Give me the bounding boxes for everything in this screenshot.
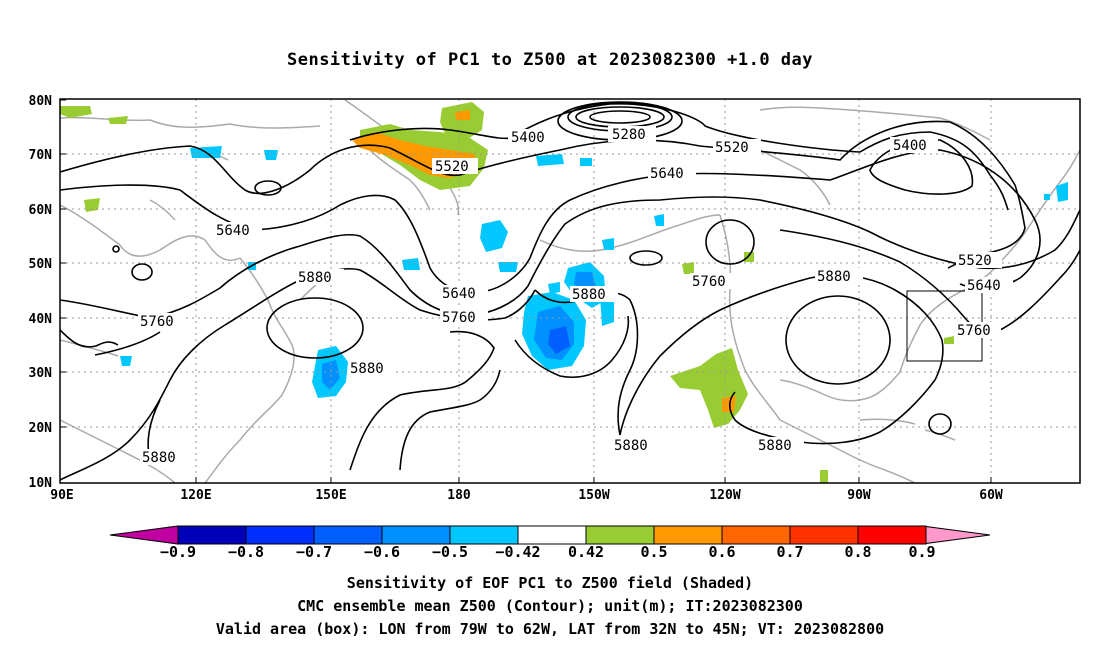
colorbar-cell (789, 525, 859, 545)
coastlines (60, 99, 1080, 483)
contour-label: 5640 (650, 166, 684, 182)
colorbar-label: −0.42 (495, 543, 540, 561)
lon-label-90e: 90E (50, 488, 73, 503)
colorbar-cell (721, 525, 791, 545)
colorbar-label: −0.7 (296, 543, 332, 561)
colorbar-cell (857, 525, 927, 545)
colorbar-cell (449, 525, 519, 545)
contour-label: 5880 (572, 287, 606, 303)
colorbar-label: −0.6 (364, 543, 400, 561)
contour-label: 5880 (142, 450, 176, 466)
map-frame (59, 98, 1081, 484)
colorbar-label: 0.6 (708, 543, 735, 561)
lat-label-20n: 20N (29, 421, 53, 436)
contour-label: 5640 (967, 278, 1001, 294)
lat-label-40n: 40N (29, 312, 53, 327)
lat-label-50n: 50N (29, 257, 53, 272)
lat-label-80n: 80N (29, 94, 53, 109)
contour-label: 5760 (140, 314, 174, 330)
lat-label-10n: 10N (29, 476, 53, 491)
colorbar-cell (313, 525, 383, 545)
colorbar-cell (177, 525, 247, 545)
colorbar-cells (177, 525, 927, 545)
colorbar-label: 0.9 (908, 543, 935, 561)
colorbar-label: 0.5 (640, 543, 667, 561)
contour-label: 5880 (817, 269, 851, 285)
tick-marks (60, 99, 992, 483)
contour-label: 5880 (350, 361, 384, 377)
contour-label: 5280 (612, 127, 646, 143)
colorbar: −0.9 −0.8 −0.7 −0.6 −0.5 −0.42 0.42 0.5 … (109, 525, 991, 561)
lon-label-60w: 60W (979, 488, 1003, 503)
colorbar-cell (653, 525, 723, 545)
colorbar-label: 0.7 (776, 543, 803, 561)
colorbar-cell (517, 525, 587, 545)
contour-label: 5640 (442, 286, 476, 302)
lon-label-150e: 150E (315, 488, 346, 503)
contour-label: 5880 (758, 438, 792, 454)
contour-label: 5880 (614, 438, 648, 454)
contour-label: 5880 (298, 270, 332, 286)
lon-label-150w: 150W (578, 488, 609, 503)
map-title: Sensitivity of PC1 to Z500 at 2023082300… (286, 50, 813, 70)
lon-label-90w: 90W (847, 488, 871, 503)
colorbar-right-tip (921, 525, 991, 545)
colorbar-left-tip (109, 525, 179, 545)
lat-label-60n: 60N (29, 203, 53, 218)
contour-label: 5520 (958, 253, 992, 269)
contour-label: 5640 (216, 223, 250, 239)
colorbar-label: −0.5 (432, 543, 468, 561)
lon-label-180: 180 (447, 488, 471, 503)
lon-label-120w: 120W (709, 488, 740, 503)
colorbar-cell (245, 525, 315, 545)
colorbar-label: −0.8 (228, 543, 264, 561)
contour-label: 5760 (692, 274, 726, 290)
contour-label: 5760 (957, 323, 991, 339)
latitude-labels: 80N 70N 60N 50N 40N 30N 20N 10N (29, 94, 53, 491)
lon-label-120e: 120E (180, 488, 211, 503)
lat-label-30n: 30N (29, 366, 53, 381)
colorbar-label: −0.9 (160, 543, 196, 561)
caption-valid-area: Valid area (box): LON from 79W to 62W, L… (215, 620, 885, 638)
contour-label: 5760 (442, 310, 476, 326)
colorbar-label: 0.42 (568, 543, 604, 561)
colorbar-labels: −0.9 −0.8 −0.7 −0.6 −0.5 −0.42 0.42 0.5 … (160, 543, 936, 561)
longitude-labels: 90E 120E 150E 180 150W 120W 90W 60W (50, 488, 1003, 503)
caption-contour: CMC ensemble mean Z500 (Contour); unit(m… (297, 597, 803, 615)
caption-shading: Sensitivity of EOF PC1 to Z500 field (Sh… (346, 574, 754, 592)
map-plot-area: 5280 5400 5400 5520 5520 5520 5640 5640 … (60, 99, 1080, 483)
contour-label: 5520 (715, 140, 749, 156)
contour-label: 5400 (511, 130, 545, 146)
colorbar-cell (585, 525, 655, 545)
lat-label-70n: 70N (29, 148, 53, 163)
contour-label: 5520 (435, 159, 469, 175)
colorbar-cell (381, 525, 451, 545)
colorbar-label: 0.8 (844, 543, 871, 561)
contour-label-group: 5280 5400 5400 5520 5520 5520 5640 5640 … (138, 126, 1013, 466)
contour-label: 5400 (893, 138, 927, 154)
